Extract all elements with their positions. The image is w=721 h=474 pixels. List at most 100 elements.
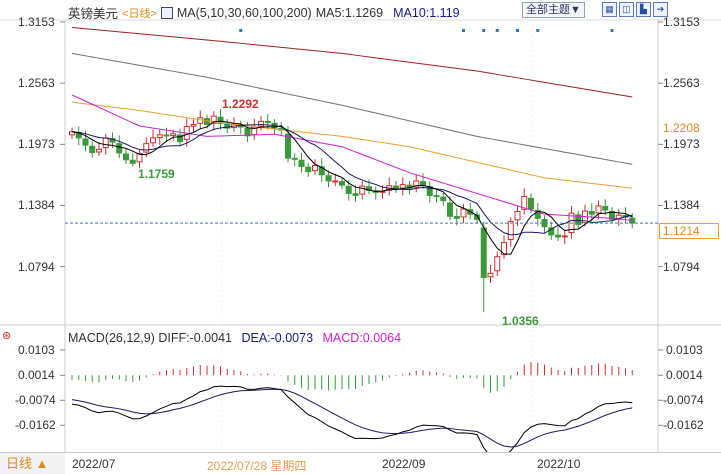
candle-body bbox=[548, 227, 555, 236]
price-tick-left: 1.3153 bbox=[18, 15, 55, 29]
candle-body bbox=[575, 214, 582, 226]
candle-body bbox=[501, 242, 507, 256]
candle-body bbox=[420, 181, 426, 186]
candle-body bbox=[129, 159, 136, 164]
candle-body bbox=[258, 120, 264, 127]
current-price-box: 1.1214 bbox=[659, 223, 719, 239]
candle-body bbox=[460, 208, 467, 218]
candle-body bbox=[534, 209, 541, 219]
low-annotation: 1.0356 bbox=[502, 314, 539, 328]
candle-body bbox=[555, 234, 561, 238]
candle-body bbox=[507, 220, 514, 240]
ma100-line bbox=[71, 52, 633, 165]
event-marker bbox=[482, 29, 486, 32]
theme-button[interactable]: 全部主题▼ bbox=[522, 2, 585, 18]
candle-body bbox=[224, 123, 231, 129]
diff-line bbox=[71, 385, 633, 460]
candle-body bbox=[136, 152, 143, 163]
low-july-annotation: 1.1759 bbox=[138, 167, 175, 181]
candle-body bbox=[305, 166, 312, 173]
ma60-line bbox=[71, 101, 633, 189]
candle-body bbox=[102, 137, 109, 149]
date-label: 2022/10 bbox=[537, 457, 581, 471]
macd-title: MACD(26,12,9) bbox=[68, 331, 155, 345]
candle-body bbox=[609, 210, 615, 220]
candle-body bbox=[433, 195, 440, 198]
chart-icon[interactable]: ▙ bbox=[636, 2, 651, 17]
ma5-line bbox=[71, 120, 633, 255]
candle-body bbox=[123, 153, 129, 161]
macd-tick-right: 0.0014 bbox=[666, 368, 703, 383]
dea-line bbox=[71, 388, 633, 448]
export-icon[interactable]: ➔ bbox=[653, 2, 668, 17]
ma-label: MA(5,10,30,60,100,200) bbox=[176, 5, 312, 20]
candle-body bbox=[210, 115, 217, 124]
candle-body bbox=[528, 197, 534, 210]
candle-body bbox=[399, 184, 406, 189]
candle-body bbox=[177, 134, 183, 143]
header-bar: 英镑美元 <日线> MA(5,10,30,60,100,200) MA5:1.1… bbox=[68, 3, 460, 22]
price-tick-left: 1.1973 bbox=[18, 137, 55, 152]
macd-tick-left: 0.0103 bbox=[18, 343, 55, 357]
candle-body bbox=[264, 121, 271, 124]
candle-body bbox=[163, 134, 170, 137]
candle-body bbox=[514, 211, 521, 221]
cursor-date-label: 2022/07/28 星期四 bbox=[207, 459, 307, 473]
candle-body bbox=[447, 202, 453, 217]
footer-bar: 日线 ▲ 2022/07 2022/07/28 星期四 2022/09 2022… bbox=[0, 452, 721, 474]
candle-body bbox=[339, 181, 345, 186]
candle-body bbox=[285, 133, 291, 159]
candle-body bbox=[244, 127, 251, 137]
macd-value: MACD:0.0064 bbox=[322, 331, 402, 345]
candle-body bbox=[595, 205, 602, 214]
period-button[interactable]: 日线 ▲ bbox=[0, 453, 65, 474]
candle-body bbox=[318, 166, 325, 176]
candle-body bbox=[521, 196, 528, 210]
candle-body bbox=[150, 137, 156, 144]
symbol-title: 英镑美元 bbox=[68, 7, 119, 21]
event-marker bbox=[239, 29, 243, 32]
candle-body bbox=[561, 235, 568, 238]
candle-body bbox=[588, 211, 595, 215]
candle-body bbox=[440, 196, 447, 202]
price-tick-left: 1.2563 bbox=[18, 76, 55, 91]
ma-icon[interactable] bbox=[160, 6, 173, 19]
grid-icon[interactable]: ▦ bbox=[602, 2, 617, 17]
period-label[interactable]: <日线> bbox=[122, 7, 157, 20]
candle-body bbox=[298, 159, 305, 167]
candle-body bbox=[116, 143, 123, 154]
candle-body bbox=[453, 216, 460, 219]
event-marker bbox=[462, 29, 465, 32]
candle-body bbox=[291, 157, 298, 160]
candle-body bbox=[352, 193, 359, 196]
candle-body bbox=[602, 205, 609, 211]
candle-body bbox=[143, 143, 150, 153]
ma10-line bbox=[71, 124, 633, 236]
macd-tick-left: -0.0074 bbox=[15, 393, 56, 408]
macd-tick-left: -0.0162 bbox=[15, 418, 56, 433]
candle-body bbox=[82, 138, 89, 146]
event-marker bbox=[516, 29, 519, 32]
event-marker bbox=[495, 29, 499, 32]
ma10-value: MA10:1.119 bbox=[393, 5, 460, 20]
candle-body bbox=[480, 227, 487, 278]
event-marker bbox=[536, 29, 540, 32]
candle-body bbox=[89, 145, 96, 153]
settings-icon[interactable]: ⊛ bbox=[2, 330, 12, 342]
highlight-price: 1.2208 bbox=[659, 120, 719, 136]
event-marker bbox=[610, 29, 614, 32]
price-tick-right: 1.1384 bbox=[663, 198, 700, 213]
ma200-line bbox=[71, 26, 633, 98]
candle-body bbox=[204, 118, 210, 125]
candle-body bbox=[190, 123, 197, 127]
price-tick-left: 1.0794 bbox=[18, 259, 55, 274]
macd-diff: DIFF:-0.0041 bbox=[158, 331, 232, 345]
ma5-value: MA5:1.1269 bbox=[315, 5, 384, 20]
split-icon[interactable]: ◫ bbox=[619, 2, 634, 17]
candle-body bbox=[332, 180, 339, 183]
candle-body bbox=[494, 256, 501, 272]
macd-tick-right: -0.0162 bbox=[663, 418, 704, 433]
candle-body bbox=[170, 133, 177, 137]
candle-body bbox=[96, 148, 102, 153]
